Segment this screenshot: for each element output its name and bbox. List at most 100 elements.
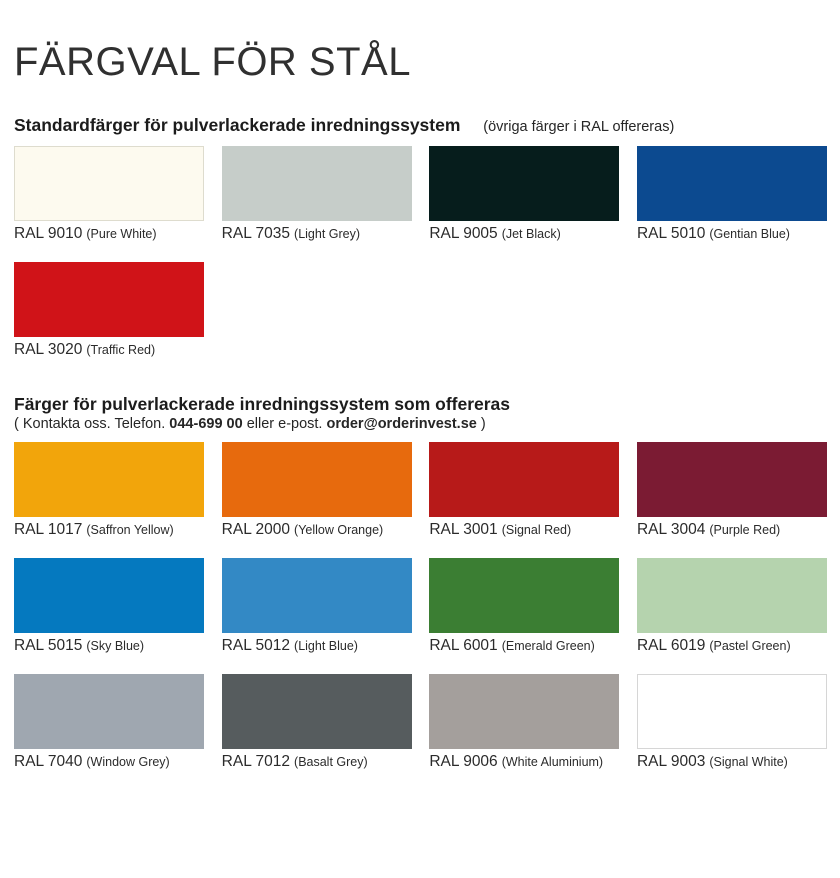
color-swatch bbox=[14, 674, 204, 749]
color-name: (Yellow Orange) bbox=[294, 523, 384, 537]
color-swatch-card: RAL 9006 (White Aluminium) bbox=[429, 674, 620, 771]
swatch-label: RAL 1017 (Saffron Yellow) bbox=[14, 521, 204, 539]
contact-suffix: ) bbox=[476, 416, 486, 432]
color-name: (Gentian Blue) bbox=[709, 227, 790, 241]
color-swatch bbox=[14, 262, 204, 337]
color-swatch bbox=[14, 442, 204, 517]
color-name: (Signal White) bbox=[709, 755, 788, 769]
swatch-label: RAL 9003 (Signal White) bbox=[637, 753, 827, 771]
color-swatch-card: RAL 9010 (Pure White) bbox=[14, 146, 204, 243]
color-swatch-card: RAL 7035 (Light Grey) bbox=[221, 146, 412, 243]
swatch-label: RAL 9010 (Pure White) bbox=[14, 225, 204, 243]
color-swatch-card: RAL 3001 (Signal Red) bbox=[429, 442, 620, 539]
color-swatch-card: RAL 3020 (Traffic Red) bbox=[14, 262, 204, 359]
color-swatch-card: RAL 5015 (Sky Blue) bbox=[14, 558, 204, 655]
ral-code: RAL 9006 bbox=[429, 753, 498, 770]
color-swatch bbox=[636, 442, 827, 517]
color-name: (Purple Red) bbox=[709, 523, 781, 537]
color-swatch-card: RAL 9003 (Signal White) bbox=[636, 674, 827, 771]
swatch-label: RAL 5012 (Light Blue) bbox=[222, 637, 412, 655]
phone-number: 044-699 00 bbox=[169, 416, 243, 432]
ral-code: RAL 9010 bbox=[14, 225, 83, 242]
swatch-label: RAL 9005 (Jet Black) bbox=[429, 225, 619, 243]
ral-code: RAL 1017 bbox=[14, 521, 83, 538]
color-swatch-card: RAL 3004 (Purple Red) bbox=[636, 442, 827, 539]
color-swatch bbox=[221, 146, 412, 221]
color-swatch bbox=[429, 674, 620, 749]
swatch-label: RAL 6001 (Emerald Green) bbox=[429, 637, 619, 655]
page-title: FÄRGVAL FÖR STÅL bbox=[14, 40, 411, 84]
color-chart-page: FÄRGVAL FÖR STÅL Standardfärger för pulv… bbox=[0, 38, 840, 771]
color-swatch-card: RAL 5012 (Light Blue) bbox=[221, 558, 412, 655]
color-name: (Jet Black) bbox=[501, 227, 561, 241]
offered-section-heading: Färger för pulverlackerade inredningssys… bbox=[14, 393, 827, 415]
swatch-label: RAL 2000 (Yellow Orange) bbox=[222, 521, 412, 539]
swatch-label: RAL 7035 (Light Grey) bbox=[222, 225, 412, 243]
color-name: (Saffron Yellow) bbox=[86, 523, 174, 537]
color-swatch-card: RAL 9005 (Jet Black) bbox=[429, 146, 620, 243]
swatch-label: RAL 3020 (Traffic Red) bbox=[14, 341, 204, 359]
ral-code: RAL 7040 bbox=[14, 753, 83, 770]
contact-line: ( Kontakta oss. Telefon. 044-699 00 elle… bbox=[14, 415, 827, 433]
contact-middle: eller e-post. bbox=[242, 416, 327, 432]
offered-heading-text: Färger för pulverlackerade inredningssys… bbox=[14, 394, 511, 414]
ral-code: RAL 5010 bbox=[636, 225, 706, 242]
swatch-label: RAL 5010 (Gentian Blue) bbox=[637, 225, 827, 243]
color-name: (Light Grey) bbox=[294, 227, 361, 241]
ral-code: RAL 7012 bbox=[221, 753, 291, 770]
color-name: (Light Blue) bbox=[294, 639, 358, 653]
ral-code: RAL 3001 bbox=[429, 521, 498, 538]
color-swatch-card: RAL 7040 (Window Grey) bbox=[14, 674, 204, 771]
color-swatch bbox=[221, 674, 412, 749]
ral-code: RAL 6019 bbox=[636, 637, 706, 654]
swatch-grid-offered: RAL 1017 (Saffron Yellow) RAL 2000 (Yellow … bbox=[14, 442, 827, 771]
ral-code: RAL 7035 bbox=[221, 225, 291, 242]
color-swatch-card: RAL 5010 (Gentian Blue) bbox=[636, 146, 827, 243]
swatch-label: RAL 6019 (Pastel Green) bbox=[637, 637, 827, 655]
swatch-label: RAL 9006 (White Aluminium) bbox=[429, 753, 619, 771]
color-swatch bbox=[429, 442, 620, 517]
swatch-label: RAL 5015 (Sky Blue) bbox=[14, 637, 204, 655]
ral-code: RAL 6001 bbox=[429, 637, 498, 654]
color-swatch bbox=[636, 674, 827, 749]
color-swatch bbox=[221, 442, 412, 517]
color-name: (Signal Red) bbox=[501, 523, 572, 537]
swatch-label: RAL 3004 (Purple Red) bbox=[637, 521, 827, 539]
standard-section-heading: Standardfärger för pulverlackerade inred… bbox=[14, 114, 827, 138]
color-name: (White Aluminium) bbox=[501, 755, 604, 769]
color-name: (Pastel Green) bbox=[709, 639, 791, 653]
ral-code: RAL 3004 bbox=[636, 521, 706, 538]
section-offered-colors: Färger för pulverlackerade inredningssys… bbox=[14, 393, 827, 771]
color-swatch bbox=[429, 146, 620, 221]
standard-heading-text: Standardfärger för pulverlackerade inred… bbox=[14, 115, 461, 135]
email-address: order@orderinvest.se bbox=[326, 416, 477, 432]
color-name: (Window Grey) bbox=[86, 755, 170, 769]
color-name: (Emerald Green) bbox=[501, 639, 595, 653]
color-name: (Basalt Grey) bbox=[294, 755, 368, 769]
color-swatch-card: RAL 2000 (Yellow Orange) bbox=[221, 442, 412, 539]
color-swatch bbox=[636, 146, 827, 221]
color-swatch bbox=[14, 558, 204, 633]
ral-code: RAL 9003 bbox=[636, 753, 706, 770]
color-swatch-card: RAL 6001 (Emerald Green) bbox=[429, 558, 620, 655]
swatch-grid-standard: RAL 9010 (Pure White) RAL 7035 (Light Grey)… bbox=[14, 146, 827, 359]
swatch-label: RAL 7040 (Window Grey) bbox=[14, 753, 204, 771]
color-name: (Pure White) bbox=[86, 227, 157, 241]
ral-code: RAL 2000 bbox=[221, 521, 291, 538]
color-swatch-card: RAL 6019 (Pastel Green) bbox=[636, 558, 827, 655]
color-swatch bbox=[14, 146, 204, 221]
color-swatch bbox=[429, 558, 620, 633]
color-swatch-card: RAL 1017 (Saffron Yellow) bbox=[14, 442, 204, 539]
ral-code: RAL 5012 bbox=[221, 637, 291, 654]
swatch-label: RAL 7012 (Basalt Grey) bbox=[222, 753, 412, 771]
ral-code: RAL 5015 bbox=[14, 637, 83, 654]
color-swatch-card: RAL 7012 (Basalt Grey) bbox=[221, 674, 412, 771]
ral-code: RAL 3020 bbox=[14, 341, 83, 358]
color-name: (Traffic Red) bbox=[86, 343, 156, 357]
ral-code: RAL 9005 bbox=[429, 225, 498, 242]
section-standard-colors: Standardfärger för pulverlackerade inred… bbox=[14, 114, 827, 359]
color-swatch bbox=[221, 558, 412, 633]
swatch-label: RAL 3001 (Signal Red) bbox=[429, 521, 619, 539]
contact-prefix: ( Kontakta oss. Telefon. bbox=[14, 416, 170, 432]
standard-heading-note: (övriga färger i RAL offereras) bbox=[483, 119, 675, 135]
